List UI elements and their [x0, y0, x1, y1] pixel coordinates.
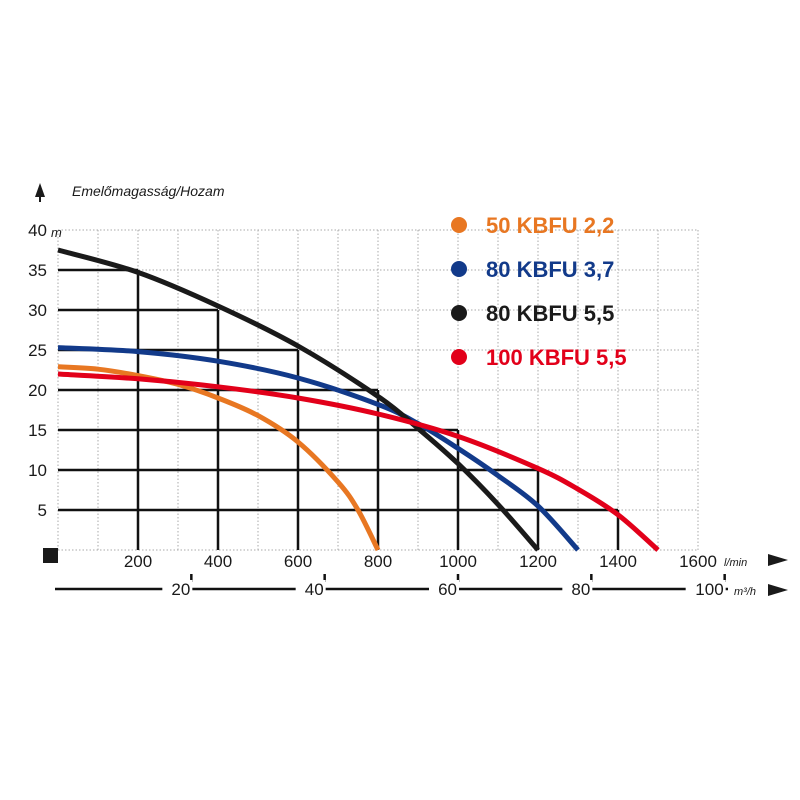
legend-marker-0	[451, 217, 467, 233]
x2-label-bg	[562, 580, 593, 598]
x-tick-label: 600	[284, 552, 312, 571]
x-arrow-icon	[768, 554, 788, 566]
x2-label-bg	[429, 580, 459, 598]
y-tick-label: 25	[28, 341, 47, 360]
tick-labels: 200 400 600 800 1000 1200 1400 1600 5 10 15 20 25 30 3…	[28, 221, 717, 571]
x2-unit: m³/h	[734, 586, 756, 598]
legend-label-2: 80 KBFU 5,5	[486, 301, 614, 326]
x-tick-label: 1000	[439, 552, 477, 571]
x-tick-label: 200	[124, 552, 152, 571]
x2-label-bg	[162, 580, 193, 598]
x2-tick-label: 60	[438, 580, 457, 599]
y-tick-label: 20	[28, 381, 47, 400]
x-tick-label: 1600	[679, 552, 717, 571]
legend: 50 KBFU 2,2 80 KBFU 3,7 80 KBFU 5,5 100 KBF…	[451, 213, 627, 370]
x-tick-label: 1200	[519, 552, 557, 571]
x-tick-label: 1400	[599, 552, 637, 571]
legend-label-0: 50 KBFU 2,2	[486, 213, 614, 238]
legend-marker-3	[451, 349, 467, 365]
x2-tick-label: 80	[571, 580, 590, 599]
chart-title: Emelőmagasság/Hozam	[72, 183, 225, 199]
x2-label-bg	[295, 580, 326, 598]
y-tick-label: 40	[28, 221, 47, 240]
x2-tick-label: 40	[305, 580, 324, 599]
x2-label-bg	[685, 580, 726, 598]
y-tick-label: 5	[38, 501, 47, 520]
series-line-0	[57, 364, 381, 552]
y-unit: m	[51, 225, 62, 240]
origin-marker	[43, 548, 58, 563]
x-unit: l/min	[724, 557, 747, 569]
x2-axis: 20 40 60 80 100	[55, 574, 766, 599]
x-tick-label: 400	[204, 552, 232, 571]
x2-tick-label: 20	[171, 580, 190, 599]
legend-label-3: 100 KBFU 5,5	[486, 345, 627, 370]
y-tick-label: 35	[28, 261, 47, 280]
x2-unit-bg	[728, 580, 766, 598]
legend-label-1: 80 KBFU 3,7	[486, 257, 614, 282]
x2-tick-label: 100	[695, 580, 723, 599]
up-arrow-icon	[35, 183, 45, 197]
legend-marker-1	[451, 261, 467, 277]
series-line-2	[57, 247, 540, 552]
x-tick-label: 800	[364, 552, 392, 571]
series-line-1	[57, 345, 580, 552]
legend-marker-2	[451, 305, 467, 321]
y-tick-label: 30	[28, 301, 47, 320]
y-tick-label: 10	[28, 461, 47, 480]
y-tick-label: 15	[28, 421, 47, 440]
x2-arrow-icon	[768, 584, 788, 596]
curves	[57, 247, 660, 552]
series-line-3	[57, 371, 660, 552]
up-arrow-stem	[39, 196, 41, 202]
